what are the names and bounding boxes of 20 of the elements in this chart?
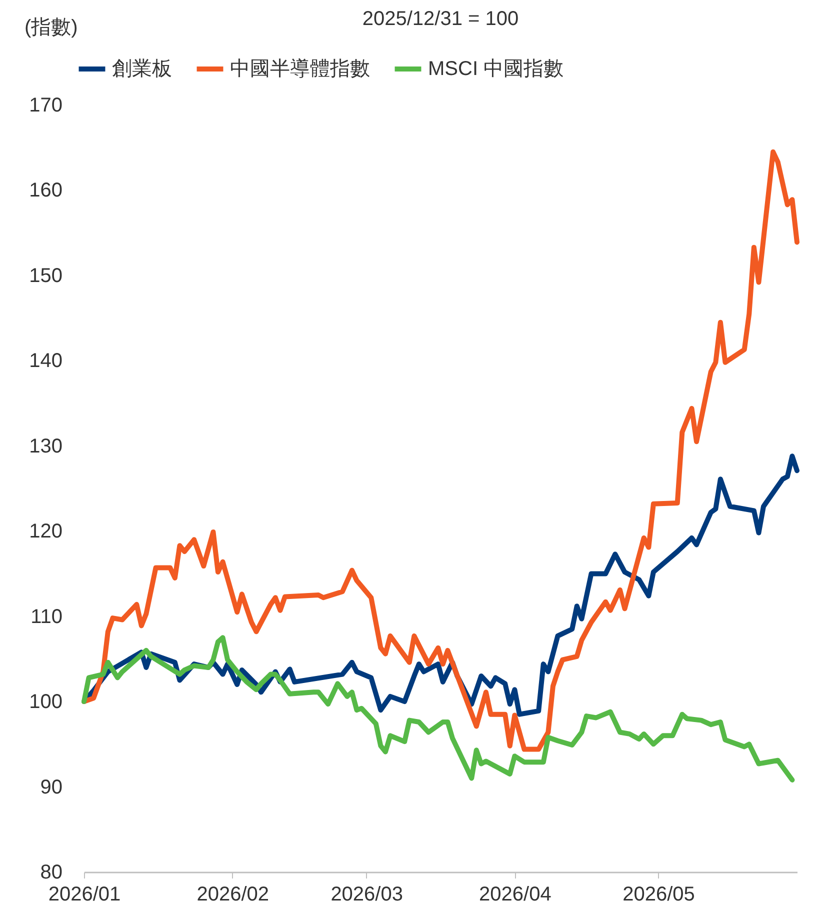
x-tick-label: 2026/03 <box>330 884 403 906</box>
x-tick-label: 2026/02 <box>196 884 269 906</box>
y-axis-title: (指數) <box>24 16 78 38</box>
x-tick-label: 2026/01 <box>48 884 121 906</box>
y-tick-label: 130 <box>29 435 62 458</box>
legend-label: 創業板 <box>112 58 172 80</box>
legend-label: 中國半導體指數 <box>230 58 370 80</box>
y-tick-label: 120 <box>29 520 62 543</box>
y-tick-label: 90 <box>40 776 62 798</box>
x-tick-label: 2026/05 <box>622 884 695 906</box>
y-tick-label: 160 <box>29 180 62 202</box>
y-tick-label: 170 <box>29 94 62 116</box>
y-tick-label: 140 <box>29 350 62 372</box>
y-tick-label: 100 <box>29 691 62 714</box>
legend-label: MSCI 中國指數 <box>428 58 564 80</box>
chart-title: 2025/12/31 = 100 <box>362 8 519 30</box>
y-tick-label: 150 <box>29 264 62 287</box>
x-tick-label: 2026/04 <box>479 884 552 906</box>
y-tick-label: 80 <box>40 862 62 884</box>
y-tick-label: 110 <box>30 606 62 628</box>
